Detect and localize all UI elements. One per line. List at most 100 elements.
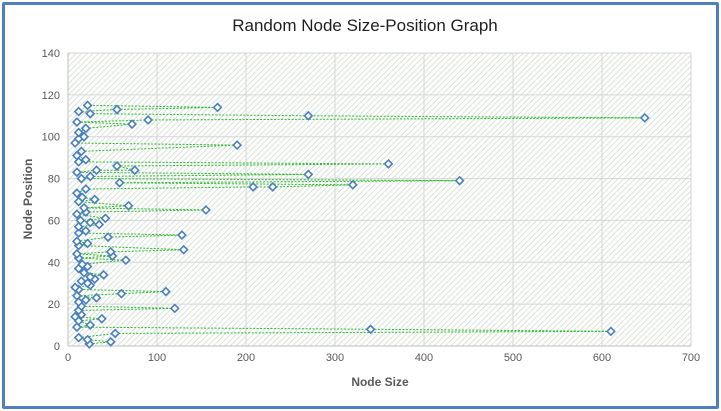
scatter-chart: Random Node Size-Position Graph 0 100 200 3… — [21, 16, 700, 389]
data-point — [73, 332, 84, 343]
data-point — [639, 112, 650, 123]
y-tick-label: 120 — [42, 90, 60, 102]
data-point — [129, 165, 140, 176]
data-point — [143, 115, 154, 125]
data-point — [79, 267, 89, 278]
data-point — [94, 219, 105, 230]
connector-line — [272, 184, 353, 188]
data-point — [160, 286, 171, 297]
connector-line — [76, 253, 113, 257]
data-point — [71, 188, 82, 199]
connector-line — [76, 236, 109, 242]
data-point — [71, 248, 82, 259]
connector-line — [78, 199, 95, 203]
data-point — [201, 205, 211, 215]
data-points — [70, 100, 650, 349]
x-tick-label: 700 — [682, 352, 700, 364]
connector-line — [75, 284, 91, 288]
connector-line — [78, 201, 129, 207]
connector-line — [87, 104, 218, 108]
data-point — [73, 156, 84, 167]
data-point — [103, 232, 113, 243]
data-point — [347, 179, 358, 190]
data-point — [105, 246, 116, 257]
connector-line — [78, 257, 126, 261]
x-tick-label: 600 — [593, 352, 611, 364]
connector-line — [81, 144, 238, 152]
data-point — [77, 192, 88, 203]
connector-line — [75, 142, 238, 146]
connector-line — [78, 255, 113, 259]
y-tick-label: 140 — [42, 48, 60, 60]
connector-line — [76, 293, 122, 297]
chart-title: Random Node Size-Position Graph — [232, 16, 498, 35]
connector-line — [121, 291, 166, 295]
plot-area-background — [68, 53, 691, 346]
x-tick-label: 400 — [415, 352, 433, 364]
data-point — [176, 230, 187, 241]
connector-line — [83, 205, 129, 209]
data-point — [267, 182, 278, 192]
gridlines — [68, 52, 692, 346]
connector-line — [90, 173, 309, 177]
y-axis-label: Node Position — [21, 159, 35, 240]
data-point — [110, 328, 121, 339]
y-tick-labels: 0 20 40 60 80 100 120 140 — [42, 48, 60, 353]
data-point — [82, 334, 93, 345]
connector-line — [78, 332, 116, 339]
y-tick-label: 0 — [54, 341, 60, 353]
data-point — [76, 276, 87, 287]
data-point — [75, 215, 86, 226]
data-point — [112, 161, 122, 171]
data-point — [73, 228, 84, 238]
data-point — [71, 167, 82, 178]
y-tick-label: 100 — [42, 132, 60, 144]
connector-line — [116, 106, 218, 111]
connector-line — [78, 109, 117, 113]
axes — [67, 53, 691, 347]
data-point — [365, 324, 376, 335]
connector-line — [81, 305, 175, 309]
x-tick-label: 100 — [148, 352, 166, 364]
y-tick-label: 20 — [48, 299, 60, 311]
data-point — [123, 200, 134, 211]
x-tick-labels: 0 100 200 300 400 500 600 700 — [65, 352, 700, 364]
data-point — [80, 184, 91, 194]
data-point — [169, 303, 180, 314]
data-point — [127, 119, 138, 130]
connector-line — [76, 213, 106, 219]
data-point — [71, 209, 82, 220]
data-point — [80, 123, 91, 134]
data-point — [91, 165, 102, 176]
data-point — [454, 175, 465, 186]
connector-line — [76, 171, 309, 175]
connector-line — [115, 330, 611, 334]
data-point — [85, 217, 96, 228]
data-point — [383, 158, 394, 169]
data-point — [116, 288, 127, 299]
connector-line — [148, 117, 645, 121]
data-point — [85, 320, 96, 331]
x-tick-label: 500 — [504, 352, 522, 364]
data-point — [71, 117, 82, 127]
y-tick-label: 80 — [48, 174, 60, 186]
y-tick-label: 60 — [48, 215, 60, 227]
data-point — [303, 169, 314, 180]
connector-line — [78, 245, 184, 251]
connector-line — [119, 180, 460, 184]
connector-line — [81, 178, 460, 182]
connector-line — [370, 328, 611, 332]
data-point — [303, 110, 314, 121]
connector-line — [108, 234, 182, 238]
connector-line — [85, 209, 206, 213]
data-point — [85, 171, 96, 182]
data-point — [178, 244, 189, 255]
data-point — [82, 238, 93, 249]
connector-line — [90, 113, 309, 117]
data-point — [232, 140, 243, 151]
data-point — [85, 108, 96, 119]
data-point — [112, 104, 122, 115]
data-point — [120, 255, 131, 266]
y-tick-label: 40 — [48, 257, 60, 269]
